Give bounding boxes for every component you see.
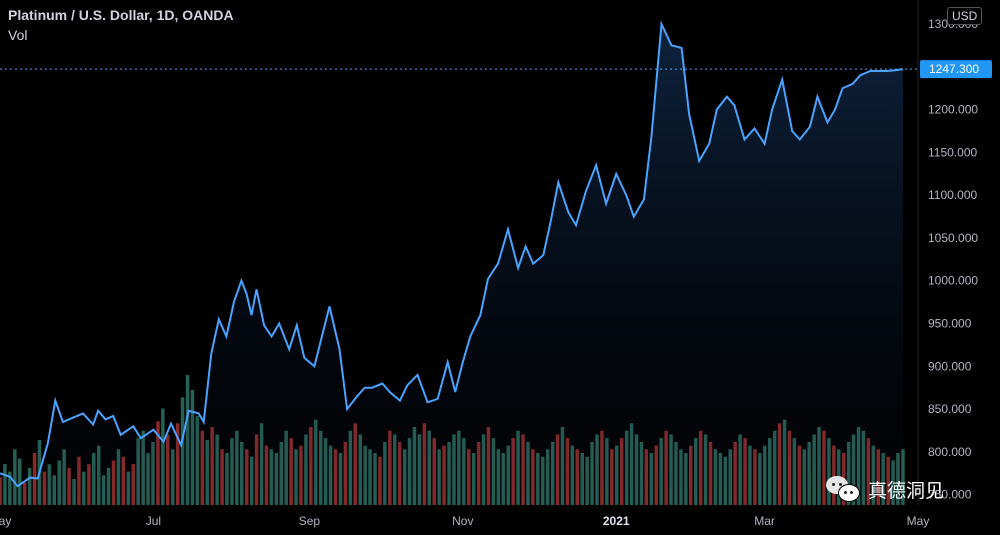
price-tick-label: 1200.000 bbox=[928, 103, 978, 117]
price-tick-label: 800.000 bbox=[928, 445, 972, 459]
price-tick-label: 900.000 bbox=[928, 359, 972, 373]
last-price-label: 1247.300 bbox=[920, 60, 992, 79]
time-tick-label: May bbox=[907, 514, 930, 528]
price-tick-label: 950.000 bbox=[928, 317, 972, 331]
price-area-fill bbox=[0, 24, 903, 505]
time-tick-label: 2021 bbox=[603, 514, 630, 528]
chat-bubbles-icon bbox=[826, 474, 860, 504]
price-tick-label: 1000.000 bbox=[928, 274, 978, 288]
volume-legend[interactable]: Vol bbox=[8, 27, 28, 43]
price-tick-label: 750.000 bbox=[928, 488, 972, 502]
time-tick-label: Sep bbox=[299, 514, 321, 528]
time-tick-label: Nov bbox=[452, 514, 473, 528]
time-tick-label: Mar bbox=[754, 514, 775, 528]
watermark: 真德洞见 bbox=[826, 474, 944, 504]
volume-bar bbox=[901, 449, 905, 505]
time-tick-label: May bbox=[0, 514, 11, 528]
price-line bbox=[0, 20, 904, 488]
volume-bar bbox=[18, 458, 22, 505]
last-price-value: 1247.300 bbox=[929, 62, 979, 76]
currency-label[interactable]: USD bbox=[947, 7, 983, 25]
symbol-legend[interactable]: Platinum / U.S. Dollar, 1D, OANDA bbox=[8, 7, 234, 23]
price-tick-label: 1100.000 bbox=[928, 188, 977, 202]
time-tick-label: Jul bbox=[146, 514, 161, 528]
watermark-text: 真德洞见 bbox=[868, 479, 945, 502]
price-tick-label: 1050.000 bbox=[928, 231, 978, 245]
volume-bar bbox=[13, 449, 17, 505]
price-axis[interactable]: 750.000 800.000 850.000 900.000 950.000 1000.… bbox=[928, 17, 978, 502]
price-tick-label: 850.000 bbox=[928, 402, 972, 416]
price-tick-label: 1150.000 bbox=[928, 145, 977, 159]
time-axis[interactable]: May Jul Sep Nov 2021 Mar May bbox=[0, 514, 929, 528]
